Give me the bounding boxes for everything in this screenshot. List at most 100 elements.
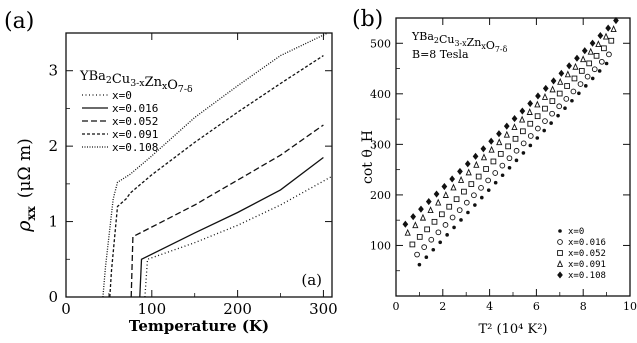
- data-point-b-0: [493, 180, 498, 185]
- chart-title-a-subscript: 2: [106, 75, 112, 86]
- y-label-subscript: xx: [24, 205, 38, 220]
- data-point-b-4: [480, 145, 487, 153]
- chart-a: 0 100 200 300 0 1 2 3 Temperature (K) ρxx (μΩ m) YB…: [13, 32, 338, 335]
- data-point-b-0: [570, 98, 574, 103]
- data-point-b-3: [580, 55, 587, 63]
- data-point-b-4: [449, 175, 456, 183]
- chart-subtitle-b-part: B=8 Tesla: [412, 48, 469, 61]
- data-point-b-0: [542, 128, 546, 133]
- data-point-b-4: [410, 213, 417, 221]
- data-point-b-4: [566, 62, 573, 70]
- data-point-b-4: [472, 152, 479, 160]
- data-point-b-2: [556, 90, 563, 97]
- data-point-b-4: [597, 32, 604, 40]
- legend-label-b: x=0.052: [568, 249, 606, 259]
- y-tick-label-a: 0: [48, 288, 58, 306]
- data-point-b-3: [450, 183, 457, 191]
- data-point-b-4: [433, 190, 440, 198]
- inner-label-a: (a): [301, 271, 322, 289]
- chart-title-a-part: Y: [79, 69, 89, 84]
- data-point-b-0: [445, 233, 449, 237]
- data-point-b-1: [506, 155, 513, 162]
- data-point-b-1: [435, 229, 442, 236]
- legend-label-b: x=0.016: [568, 238, 606, 248]
- data-point-b-3: [572, 62, 579, 70]
- data-point-b-0: [466, 210, 470, 215]
- data-point-b-2: [593, 52, 600, 59]
- data-point-b-0: [604, 61, 609, 66]
- data-point-b-1: [471, 192, 477, 199]
- data-point-b-1: [549, 110, 555, 117]
- data-point-b-0: [528, 143, 533, 148]
- x-tick-label-b: 2: [439, 300, 446, 313]
- data-point-b-4: [496, 130, 502, 138]
- data-point-b-2: [578, 68, 585, 74]
- series-line-a-4: [102, 32, 328, 298]
- data-point-b-1: [492, 170, 499, 176]
- data-point-b-3: [496, 138, 503, 146]
- data-point-b-1: [414, 251, 420, 258]
- data-point-b-4: [464, 160, 471, 168]
- data-point-b-4: [488, 137, 495, 145]
- data-point-b-3: [419, 213, 427, 221]
- data-point-b-2: [461, 188, 467, 195]
- legend-marker-b: [556, 260, 564, 267]
- data-point-b-0: [417, 262, 422, 267]
- x-axis-label-b: T² (10⁴ K²): [479, 322, 548, 337]
- data-point-b-0: [514, 158, 519, 163]
- chart-title-b-part: Cu: [439, 33, 455, 46]
- data-point-b-1: [442, 222, 449, 228]
- data-point-b-2: [424, 226, 430, 233]
- data-point-b-1: [577, 81, 584, 87]
- data-point-b-1: [563, 96, 570, 102]
- data-point-b-4: [550, 77, 557, 85]
- x-tick-label-a: 100: [137, 300, 166, 318]
- plot-area-a: [65, 32, 333, 298]
- legend-label-a: x=0: [112, 89, 132, 102]
- data-point-b-2: [527, 120, 534, 127]
- data-point-b-0: [459, 218, 463, 222]
- data-point-b-2: [483, 166, 489, 172]
- data-point-b-3: [511, 123, 518, 131]
- data-point-b-3: [534, 100, 541, 108]
- data-point-b-2: [542, 105, 548, 112]
- data-point-b-2: [446, 203, 453, 210]
- data-point-b-4: [558, 69, 565, 77]
- data-point-b-3: [442, 191, 449, 198]
- data-point-b-4: [542, 84, 549, 92]
- y-tick-label-b: 100: [370, 239, 391, 252]
- data-point-b-2: [586, 60, 593, 67]
- data-point-b-3: [473, 160, 480, 168]
- data-point-b-1: [520, 140, 527, 147]
- y-tick-label-b: 300: [370, 138, 391, 151]
- chart-title-b: YBa2Cu3-xZnxO7-δ: [411, 30, 508, 54]
- data-point-b-3: [595, 40, 602, 48]
- data-point-b-1: [535, 125, 541, 132]
- y-tick-label-a: 3: [48, 62, 58, 80]
- data-point-b-0: [486, 188, 491, 192]
- chart-subtitle-b: B=8 Tesla: [412, 48, 469, 61]
- data-point-b-0: [431, 247, 436, 252]
- data-point-b-3: [503, 130, 510, 138]
- chart-title-a: YBa2Cu3-xZnxO7-δ: [79, 69, 193, 95]
- data-point-b-3: [610, 25, 617, 32]
- data-point-b-3: [457, 176, 465, 183]
- data-point-b-4: [613, 16, 619, 25]
- data-point-b-3: [526, 108, 533, 115]
- chart-title-a-subscript: x: [162, 81, 168, 92]
- data-point-b-2: [520, 128, 526, 135]
- data-point-b-3: [519, 115, 526, 123]
- y-label-unit: (μΩ m): [15, 138, 35, 198]
- data-point-b-3: [404, 228, 411, 236]
- series-line-a-1: [139, 156, 324, 298]
- chart-title-a-part: Ba: [89, 69, 107, 84]
- data-point-b-4: [581, 47, 588, 55]
- data-point-b-0: [597, 69, 602, 73]
- data-point-b-2: [475, 173, 482, 180]
- data-point-b-1: [428, 236, 435, 243]
- data-point-b-2: [431, 218, 438, 225]
- chart-title-a-part: Zn: [145, 75, 163, 90]
- data-point-b-2: [497, 151, 504, 157]
- data-point-b-1: [591, 66, 598, 73]
- data-point-b-2: [571, 75, 578, 82]
